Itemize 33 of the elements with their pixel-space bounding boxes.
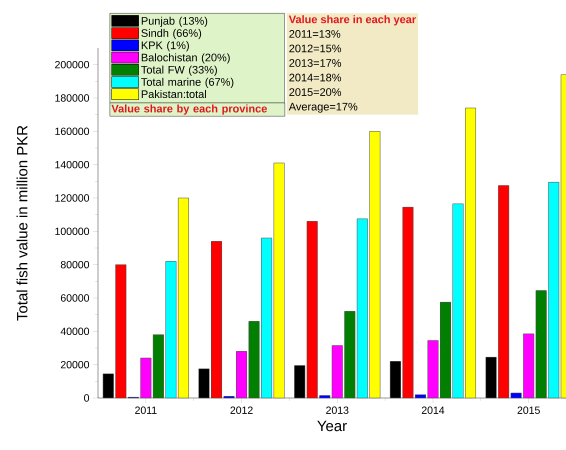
annotation: Value share by each province — [111, 104, 267, 115]
y-tick-label: 40000 — [60, 328, 90, 336]
y-tick-label: 0 — [84, 394, 90, 402]
y-tick-label: 80000 — [60, 260, 90, 268]
x-tick-label: 2012 — [230, 406, 253, 414]
y-axis-title: Total fish value in million PKR — [16, 126, 28, 321]
legend-label: Punjab (13%) — [142, 16, 208, 27]
annotation: Average=17% — [288, 102, 358, 113]
y-tick-label: 160000 — [55, 128, 90, 136]
x-tick-label: 2011 — [135, 406, 157, 414]
y-tick-label: 60000 — [60, 294, 90, 302]
legend-label: Total marine (67%) — [141, 78, 234, 88]
text: 2011=13% — [289, 30, 340, 38]
annotation: 2013=17% — [289, 59, 342, 67]
legend-label: KPK (1%) — [142, 41, 189, 52]
y-tick-label: 140000 — [55, 160, 90, 168]
x-tick-label: 2013 — [326, 406, 348, 414]
x-tick-label: 2014 — [422, 406, 444, 414]
y-tick-label: 120000 — [55, 194, 90, 202]
annotation: 2014=18% — [289, 74, 342, 82]
text: Value share in each year — [288, 15, 416, 26]
y-tick-label: 20000 — [60, 360, 90, 368]
y-tick-label: 100000 — [55, 228, 90, 236]
legend-label: Balochistan (20%) — [142, 53, 230, 64]
legend-label: Sindh (66%) — [141, 28, 202, 40]
x-axis-title: Year — [317, 420, 347, 432]
x-tick-label: 2015 — [518, 406, 540, 414]
legend-label: Total FW (33%) — [141, 66, 217, 76]
y-tick-label: 200000 — [55, 60, 90, 68]
annotation: 2015=20% — [289, 88, 342, 96]
legend-label: Pakistan:total — [142, 90, 206, 98]
annotation: 2012=15% — [289, 44, 342, 52]
y-tick-label: 180000 — [55, 94, 90, 102]
